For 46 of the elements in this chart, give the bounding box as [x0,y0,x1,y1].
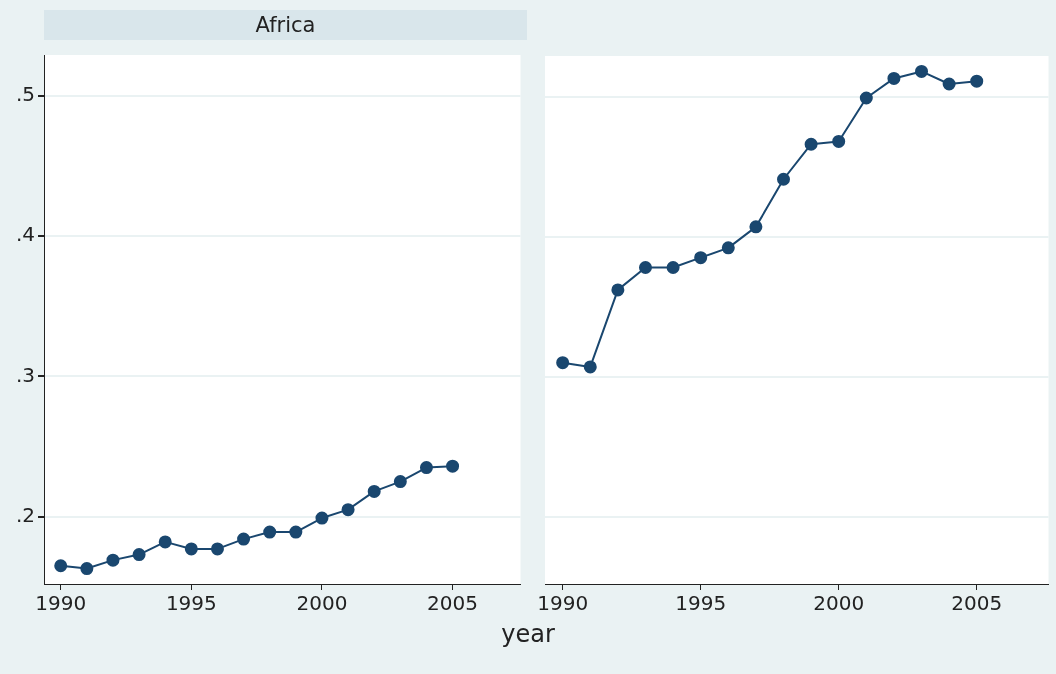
point [367,484,381,498]
point [832,134,846,148]
chart-title: Africa [44,10,527,40]
point [887,71,901,85]
x-tick-label: 2000 [296,591,348,616]
point [132,548,146,562]
point [289,525,303,539]
point [106,553,120,567]
point [446,459,460,473]
point [263,525,277,539]
point [721,241,735,255]
x-tick-label: 1990 [537,591,589,616]
point [80,562,94,576]
point [556,356,570,370]
point [777,172,790,186]
point [694,251,708,265]
x-tick-label: 2005 [951,591,1003,616]
point [341,503,355,517]
x-tick-label: 1995 [675,591,727,616]
x-axis-title: year [500,620,556,648]
point [611,283,625,297]
y-tick-label: .2 [15,502,35,527]
point [942,77,956,91]
point [210,542,224,556]
x-tick-label: 1990 [35,591,87,616]
y-tick-label: .4 [15,222,35,247]
point [749,220,763,234]
point [393,475,407,489]
point [638,260,652,274]
point [583,360,597,374]
point [859,91,873,105]
point [184,542,198,556]
point [419,461,433,475]
x-tick-label: 2000 [813,591,865,616]
point [315,511,329,525]
point [970,74,984,88]
point [804,137,818,151]
point [54,559,68,573]
point [915,64,929,78]
y-tick-label: .3 [15,362,35,387]
point [158,535,172,549]
y-tick-label: .5 [15,81,35,106]
x-tick-label: 1995 [165,591,217,616]
point [237,532,251,546]
point [666,260,680,274]
x-tick-label: 2005 [427,591,479,616]
